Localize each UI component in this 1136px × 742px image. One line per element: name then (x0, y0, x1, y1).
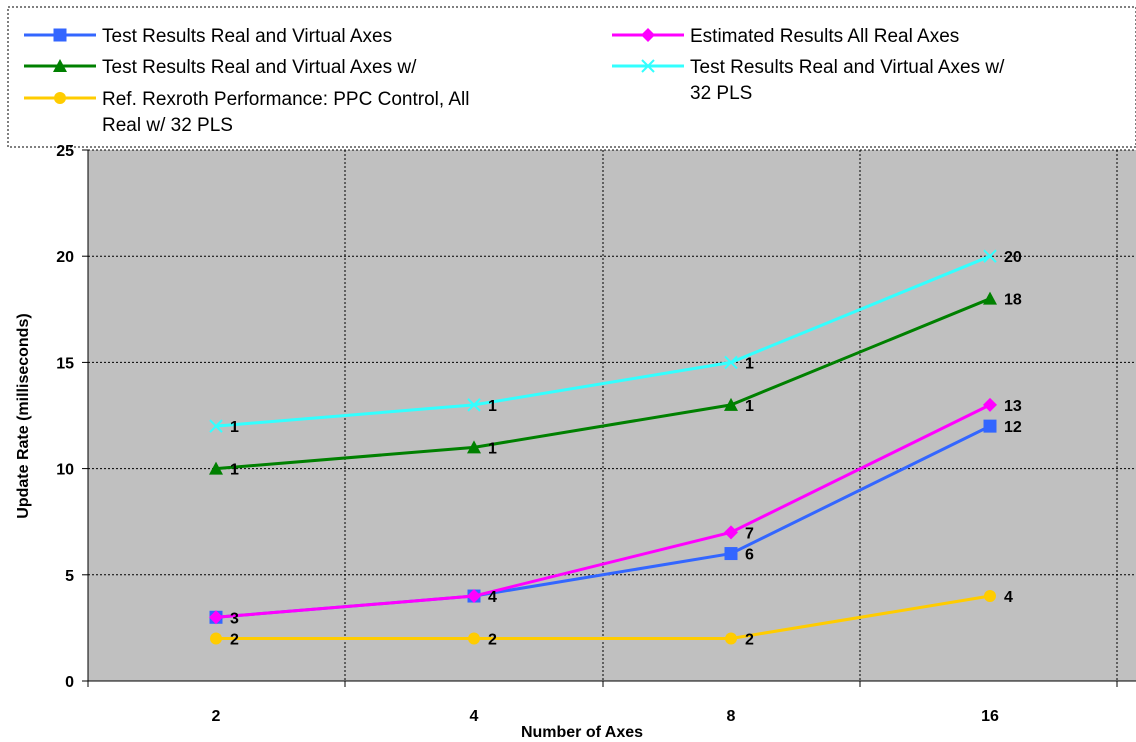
data-point-x (209, 419, 223, 433)
data-point-x (467, 398, 481, 412)
data-label: 1 (488, 398, 497, 415)
data-label: 1 (488, 440, 497, 457)
data-point-diamond (467, 589, 481, 604)
data-label: 6 (745, 547, 754, 564)
data-label: 12 (1004, 419, 1022, 436)
series-layer (209, 249, 997, 645)
legend-entry: Test Results Real and Virtual Axes w/ (24, 57, 417, 78)
data-label: 1 (745, 355, 754, 372)
data-point-x-stroke (467, 398, 481, 412)
plot-area (88, 150, 1136, 681)
series-2 (209, 291, 997, 475)
data-point-triangle (983, 291, 997, 305)
data-point-triangle (209, 461, 223, 475)
legend: Test Results Real and Virtual Axes Estima… (24, 26, 1005, 136)
data-label: 2 (745, 632, 754, 649)
series-line (215, 297, 991, 471)
legend-label: Test Results Real and Virtual Axes w/ (102, 57, 417, 78)
series-line (215, 403, 991, 619)
data-point-diamond (724, 525, 738, 540)
legend-box (7, 6, 1136, 148)
data-point-circle (210, 632, 222, 645)
data-point-circle (984, 590, 996, 603)
data-label: 2 (488, 632, 497, 649)
legend-label: Estimated Results All Real Axes (690, 26, 959, 47)
y-tick-label: 25 (56, 143, 74, 160)
x-tick-label: 2 (212, 708, 221, 725)
y-tick-label: 15 (56, 355, 74, 372)
legend-entry: Ref. Rexroth Performance: PPC Control, A… (24, 89, 469, 136)
data-point-triangle (53, 59, 67, 72)
data-label: 4 (1004, 589, 1013, 606)
legend-entry: Estimated Results All Real Axes (612, 26, 959, 47)
y-axis-title: Update Rate (milliseconds) (15, 313, 32, 518)
data-label: 4 (488, 589, 497, 606)
y-tick-label: 5 (65, 568, 74, 585)
series-3 (209, 249, 997, 433)
data-point-diamond (641, 28, 655, 42)
data-label: 3 (230, 610, 239, 627)
data-point-circle (54, 92, 66, 104)
grid-lines (88, 149, 1136, 681)
legend-label: Real w/ 32 PLS (102, 115, 233, 136)
data-point-x-stroke (641, 59, 655, 73)
y-tick-label: 10 (56, 462, 74, 479)
x-tick-label: 4 (470, 708, 479, 725)
legend-label: Test Results Real and Virtual Axes w/ (690, 57, 1005, 78)
data-point-triangle (724, 397, 738, 411)
data-label: 1 (230, 419, 239, 436)
data-label: 13 (1004, 398, 1022, 415)
data-point-x-stroke (209, 419, 223, 433)
data-label: 1 (745, 398, 754, 415)
y-tick-label: 20 (56, 249, 74, 266)
data-point-circle (725, 632, 737, 645)
legend-entry: Test Results Real and Virtual Axes w/32 … (612, 57, 1005, 104)
data-label: 18 (1004, 292, 1022, 309)
data-point-triangle (467, 440, 481, 454)
legend-label: 32 PLS (690, 83, 752, 104)
data-point-square (724, 547, 738, 561)
data-point-x (983, 249, 997, 263)
legend-label: Ref. Rexroth Performance: PPC Control, A… (102, 89, 469, 110)
series-line (216, 594, 991, 641)
legend-label: Test Results Real and Virtual Axes (102, 26, 392, 47)
data-point-x (724, 355, 738, 370)
data-point-diamond (209, 610, 223, 625)
y-tick-label: 0 (65, 674, 74, 691)
x-tick-label: 16 (981, 708, 999, 725)
series-line (215, 254, 991, 428)
x-tick-label: 8 (727, 708, 736, 725)
x-axis-title: Number of Axes (521, 724, 643, 741)
data-labels: 3 4 6 12 7 13 1 1 1 18 1 1 1 20 2 2 2 4 (230, 249, 1022, 648)
data-point-x-stroke (983, 249, 997, 263)
data-point-square (983, 419, 997, 433)
data-point-x (641, 59, 655, 73)
data-label: 7 (745, 525, 754, 542)
data-point-diamond (983, 397, 997, 412)
data-label: 1 (230, 462, 239, 479)
series-1 (209, 397, 997, 625)
data-point-x-stroke (724, 355, 738, 370)
data-point-square (53, 28, 67, 42)
data-point-circle (468, 632, 480, 645)
series-4 (210, 590, 996, 645)
data-label: 20 (1004, 249, 1022, 266)
data-label: 2 (230, 632, 239, 649)
legend-entry: Test Results Real and Virtual Axes (24, 26, 392, 47)
